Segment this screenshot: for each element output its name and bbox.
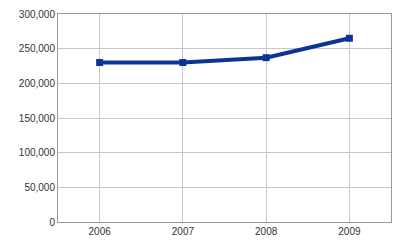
svg-text:2006: 2006 bbox=[89, 226, 112, 237]
svg-text:200,000: 200,000 bbox=[19, 78, 56, 89]
svg-text:50,000: 50,000 bbox=[24, 182, 55, 193]
svg-text:300,000: 300,000 bbox=[19, 9, 56, 20]
svg-text:2008: 2008 bbox=[255, 226, 278, 237]
svg-text:100,000: 100,000 bbox=[19, 147, 56, 158]
svg-text:2009: 2009 bbox=[338, 226, 361, 237]
svg-text:250,000: 250,000 bbox=[19, 43, 56, 54]
svg-text:2007: 2007 bbox=[172, 226, 195, 237]
svg-text:0: 0 bbox=[49, 217, 55, 228]
svg-text:150,000: 150,000 bbox=[19, 113, 56, 124]
